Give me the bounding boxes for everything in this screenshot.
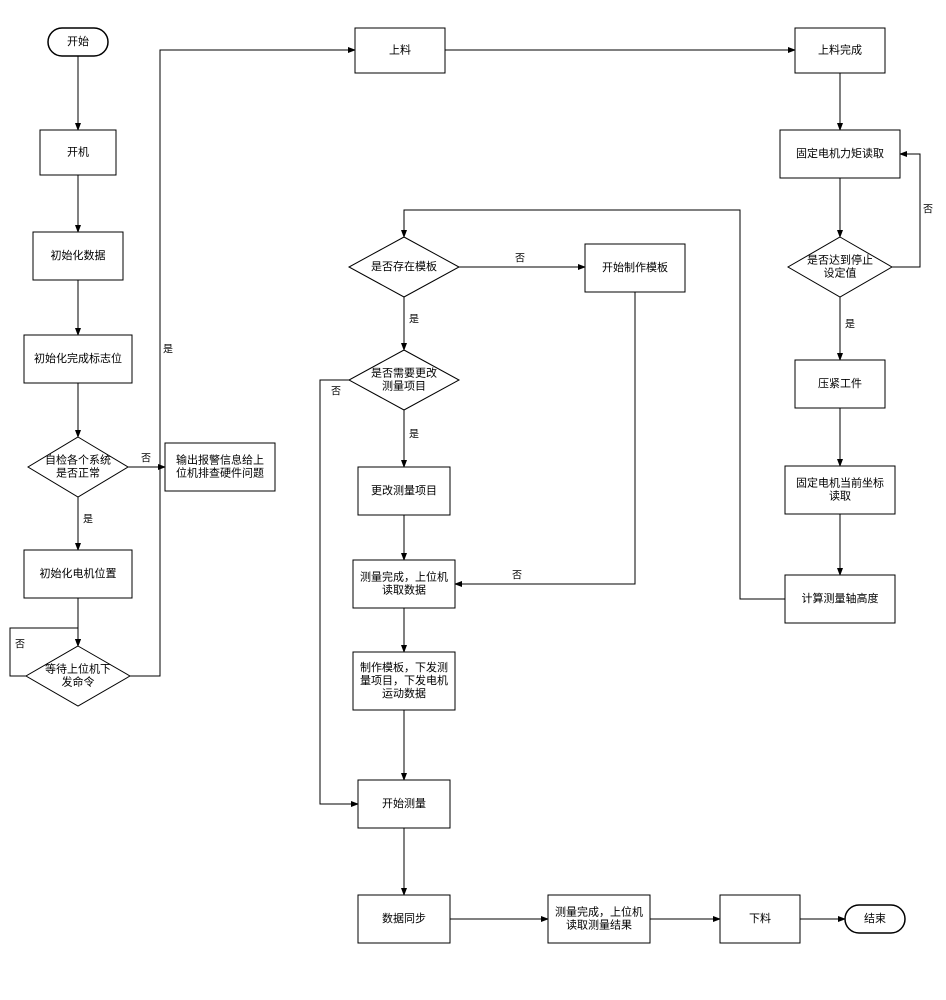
- node-label: 自检各个系统: [45, 452, 111, 466]
- node-label: 位机排查硬件问题: [176, 465, 264, 479]
- edge-label: 是: [83, 514, 93, 526]
- node-needchg: 是否需要更改测量项目: [349, 350, 459, 410]
- node-load: 上料: [355, 28, 445, 73]
- edge-maketmpl-readdata: [455, 292, 635, 584]
- edge-label: 是: [409, 314, 419, 326]
- node-label: 上料完成: [818, 42, 862, 56]
- node-label: 初始化数据: [51, 248, 106, 262]
- node-label: 开始制作模板: [602, 260, 668, 274]
- node-sendtmpl: 制作模板，下发测量项目，下发电机运动数据: [353, 652, 455, 710]
- node-label: 测量完成，上位机: [360, 569, 448, 583]
- node-label: 开始测量: [382, 796, 426, 810]
- node-readresult: 测量完成，上位机读取测量结果: [548, 895, 650, 943]
- node-initdata: 初始化数据: [33, 232, 123, 280]
- node-readtorque: 固定电机力矩读取: [780, 130, 900, 178]
- node-label: 下料: [749, 911, 771, 925]
- node-readdata: 测量完成，上位机读取数据: [353, 560, 455, 608]
- node-label: 开机: [67, 144, 89, 158]
- node-initflag: 初始化完成标志位: [24, 335, 132, 383]
- node-label: 读取: [829, 488, 851, 502]
- node-alarm: 输出报警信息给上位机排查硬件问题: [165, 443, 275, 491]
- node-label: 是否需要更改: [371, 365, 437, 379]
- edge-label: 是: [409, 429, 419, 441]
- edge-label: 是: [163, 344, 173, 356]
- node-stopval: 是否达到停止设定值: [788, 237, 892, 297]
- node-poweron: 开机: [40, 130, 116, 175]
- node-label: 是否存在模板: [371, 259, 437, 273]
- edge-label: 否: [923, 204, 933, 216]
- edge-label: 否: [512, 570, 522, 582]
- node-label: 制作模板，下发测: [360, 660, 448, 674]
- node-initmotor: 初始化电机位置: [24, 550, 132, 598]
- node-label: 上料: [389, 42, 411, 56]
- node-unload: 下料: [720, 895, 800, 943]
- edge-label: 是: [845, 319, 855, 331]
- node-label: 开始: [67, 34, 89, 48]
- node-label: 测量完成，上位机: [555, 904, 643, 918]
- node-clamp: 压紧工件: [795, 360, 885, 408]
- nodes-group: 开始开机初始化数据初始化完成标志位自检各个系统是否正常输出报警信息给上位机排查硬…: [24, 28, 905, 943]
- node-chgitem: 更改测量项目: [358, 467, 450, 515]
- node-label: 固定电机当前坐标: [796, 475, 884, 489]
- node-label: 读取数据: [382, 582, 426, 596]
- node-label: 压紧工件: [818, 377, 862, 390]
- node-label: 是否达到停止: [807, 252, 873, 266]
- node-label: 量项目，下发电机: [360, 673, 448, 687]
- edge-label: 否: [331, 386, 341, 398]
- node-end: 结束: [845, 905, 905, 933]
- node-label: 数据同步: [382, 911, 426, 925]
- node-hastmpl: 是否存在模板: [349, 237, 459, 297]
- node-startmeas: 开始测量: [358, 780, 450, 828]
- node-label: 测量项目: [382, 379, 426, 392]
- edge-waitcmd-load: [130, 50, 355, 676]
- node-sync: 数据同步: [358, 895, 450, 943]
- node-label: 等待上位机下: [45, 661, 111, 675]
- node-label: 更改测量项目: [371, 483, 437, 497]
- node-loaddone: 上料完成: [795, 28, 885, 73]
- node-start: 开始: [48, 28, 108, 56]
- node-selfcheck: 自检各个系统是否正常: [28, 437, 128, 497]
- edge-needchg-startmeas: [320, 380, 358, 804]
- node-label: 固定电机力矩读取: [796, 146, 884, 160]
- node-label: 初始化完成标志位: [34, 351, 122, 365]
- node-label: 设定值: [824, 265, 857, 279]
- node-label: 读取测量结果: [566, 917, 632, 931]
- node-calcheight: 计算测量轴高度: [785, 575, 895, 623]
- node-label: 计算测量轴高度: [802, 591, 879, 605]
- flowchart-canvas: 否是否是是否否是是否否 开始开机初始化数据初始化完成标志位自检各个系统是否正常输…: [0, 0, 946, 1000]
- node-label: 运动数据: [382, 686, 426, 700]
- node-label: 初始化电机位置: [40, 566, 117, 580]
- node-readcoord: 固定电机当前坐标读取: [785, 466, 895, 514]
- edge-label: 否: [141, 453, 151, 465]
- node-waitcmd: 等待上位机下发命令: [26, 646, 130, 706]
- edge-label: 否: [15, 639, 25, 651]
- node-label: 是否正常: [56, 466, 100, 479]
- node-label: 发命令: [62, 674, 95, 688]
- node-maketmpl: 开始制作模板: [585, 244, 685, 292]
- node-label: 输出报警信息给上: [176, 452, 264, 466]
- edge-label: 否: [515, 253, 525, 265]
- node-label: 结束: [864, 912, 886, 925]
